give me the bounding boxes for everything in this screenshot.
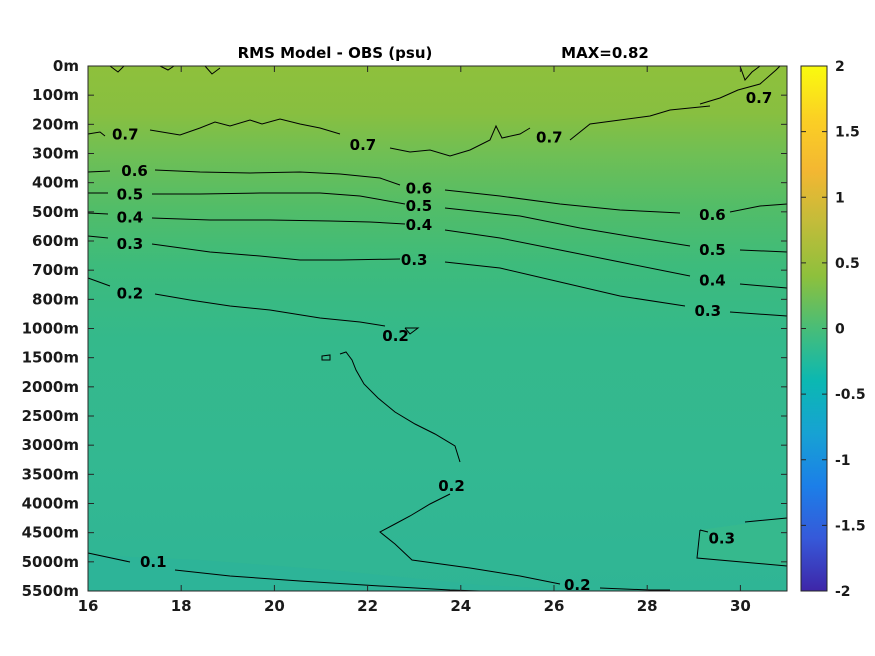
- contour-label: 0.5: [699, 241, 726, 259]
- colorbar-tick-label: -1.5: [835, 518, 866, 534]
- y-tick-label: 5000m: [22, 553, 79, 571]
- contour-label: 0.4: [699, 271, 726, 289]
- contour-label: 0.6: [699, 206, 726, 224]
- x-tick-label: 18: [171, 597, 192, 615]
- chart-title: RMS Model - OBS (psu): [238, 44, 433, 62]
- colorbar-ticks: 2 1.5 1 0.5 0 -0.5 -1 -1.5 -2: [801, 59, 866, 600]
- y-tick-label: 4500m: [22, 524, 79, 542]
- contour-label: 0.4: [117, 209, 144, 227]
- contour-label: 0.4: [406, 216, 433, 234]
- y-tick-label: 300m: [32, 145, 79, 163]
- contour-label: 0.5: [117, 185, 144, 203]
- y-tick-label: 5500m: [22, 582, 79, 600]
- y-tick-label: 1500m: [22, 349, 79, 367]
- contour-line-0.7-top: [109, 65, 781, 105]
- contour-label: 0.7: [350, 136, 377, 154]
- contour-label: 0.1: [140, 553, 167, 571]
- salinity-rms-field: [88, 66, 787, 591]
- contour-label: 0.7: [112, 126, 139, 144]
- y-tick-label: 800m: [32, 290, 79, 308]
- y-tick-label: 100m: [32, 86, 79, 104]
- colorbar-tick-label: 0: [835, 322, 845, 338]
- max-value-label: MAX=0.82: [561, 44, 649, 62]
- y-tick-label: 200m: [32, 115, 79, 133]
- contour-label: 0.5: [406, 197, 433, 215]
- x-axis: 16 18 20 22 24 26 28 30: [78, 66, 751, 615]
- y-tick-label: 600m: [32, 232, 79, 250]
- x-tick-label: 24: [450, 597, 471, 615]
- contour-label: 0.6: [406, 180, 433, 198]
- contour-label: 0.3: [401, 251, 428, 269]
- y-tick-label: 4000m: [22, 495, 79, 513]
- contour-labels: 0.70.7 0.70.70.60.60.60.50.50.50.4 0.40.40…: [112, 89, 772, 594]
- plot-area: 0.70.7 0.70.70.60.60.60.50.50.50.4 0.40.40…: [87, 65, 788, 594]
- contour-label: 0.3: [694, 302, 721, 320]
- y-tick-label: 3000m: [22, 436, 79, 454]
- colorbar-tick-label: -0.5: [835, 387, 866, 403]
- x-tick-label: 22: [357, 597, 378, 615]
- contour-label: 0.3: [708, 530, 735, 548]
- y-tick-label: 400m: [32, 174, 79, 192]
- field-band-lower-right: [700, 518, 787, 566]
- contour-label: 0.6: [121, 162, 148, 180]
- contour-label: 0.2: [382, 327, 409, 345]
- y-tick-label: 700m: [32, 261, 79, 279]
- colorbar-tick-label: -1: [835, 453, 851, 469]
- contour-line-0.1: [87, 552, 481, 592]
- contour-label: 0.7: [746, 89, 773, 107]
- y-tick-label: 2000m: [22, 378, 79, 396]
- colorbar-tick-label: -2: [835, 584, 851, 600]
- y-tick-label: 500m: [32, 203, 79, 221]
- contour-line-0.3: [87, 235, 788, 317]
- contour-line-0.5: [88, 192, 788, 253]
- colorbar-tick-label: 0.5: [835, 256, 860, 272]
- y-tick-label: 3500m: [22, 465, 79, 483]
- x-tick-label: 26: [544, 597, 565, 615]
- contour-label: 0.3: [117, 235, 144, 253]
- y-tick-label: 0m: [53, 57, 79, 75]
- contour-line-0.2: [87, 277, 670, 591]
- contour-label: 0.2: [117, 285, 144, 303]
- contour-line-0.7: [87, 105, 711, 157]
- contour-label: 0.2: [438, 477, 465, 495]
- x-tick-label: 30: [730, 597, 751, 615]
- colorbar: 2 1.5 1 0.5 0 -0.5 -1 -1.5 -2: [800, 59, 866, 600]
- colorbar-tick-label: 1: [835, 190, 845, 206]
- contour-label: 0.2: [564, 576, 591, 594]
- contour-line-0.4: [87, 212, 788, 289]
- y-axis: 0m 100m 200m 300m 400m 500m 600m 700m 800m 1000m 1…: [22, 57, 787, 600]
- x-tick-label: 28: [637, 597, 658, 615]
- x-tick-label: 20: [264, 597, 285, 615]
- contour-label: 0.7: [536, 128, 563, 146]
- colorbar-tick-label: 1.5: [835, 125, 860, 141]
- x-tick-label: 16: [78, 597, 99, 615]
- y-tick-label: 2500m: [22, 407, 79, 425]
- contour-line-0.3-lower: [696, 517, 788, 567]
- y-tick-label: 1000m: [22, 320, 79, 338]
- contour-line-0.6: [87, 169, 788, 214]
- colorbar-tick-label: 2: [835, 59, 845, 75]
- field-band-lower-left: [88, 555, 600, 591]
